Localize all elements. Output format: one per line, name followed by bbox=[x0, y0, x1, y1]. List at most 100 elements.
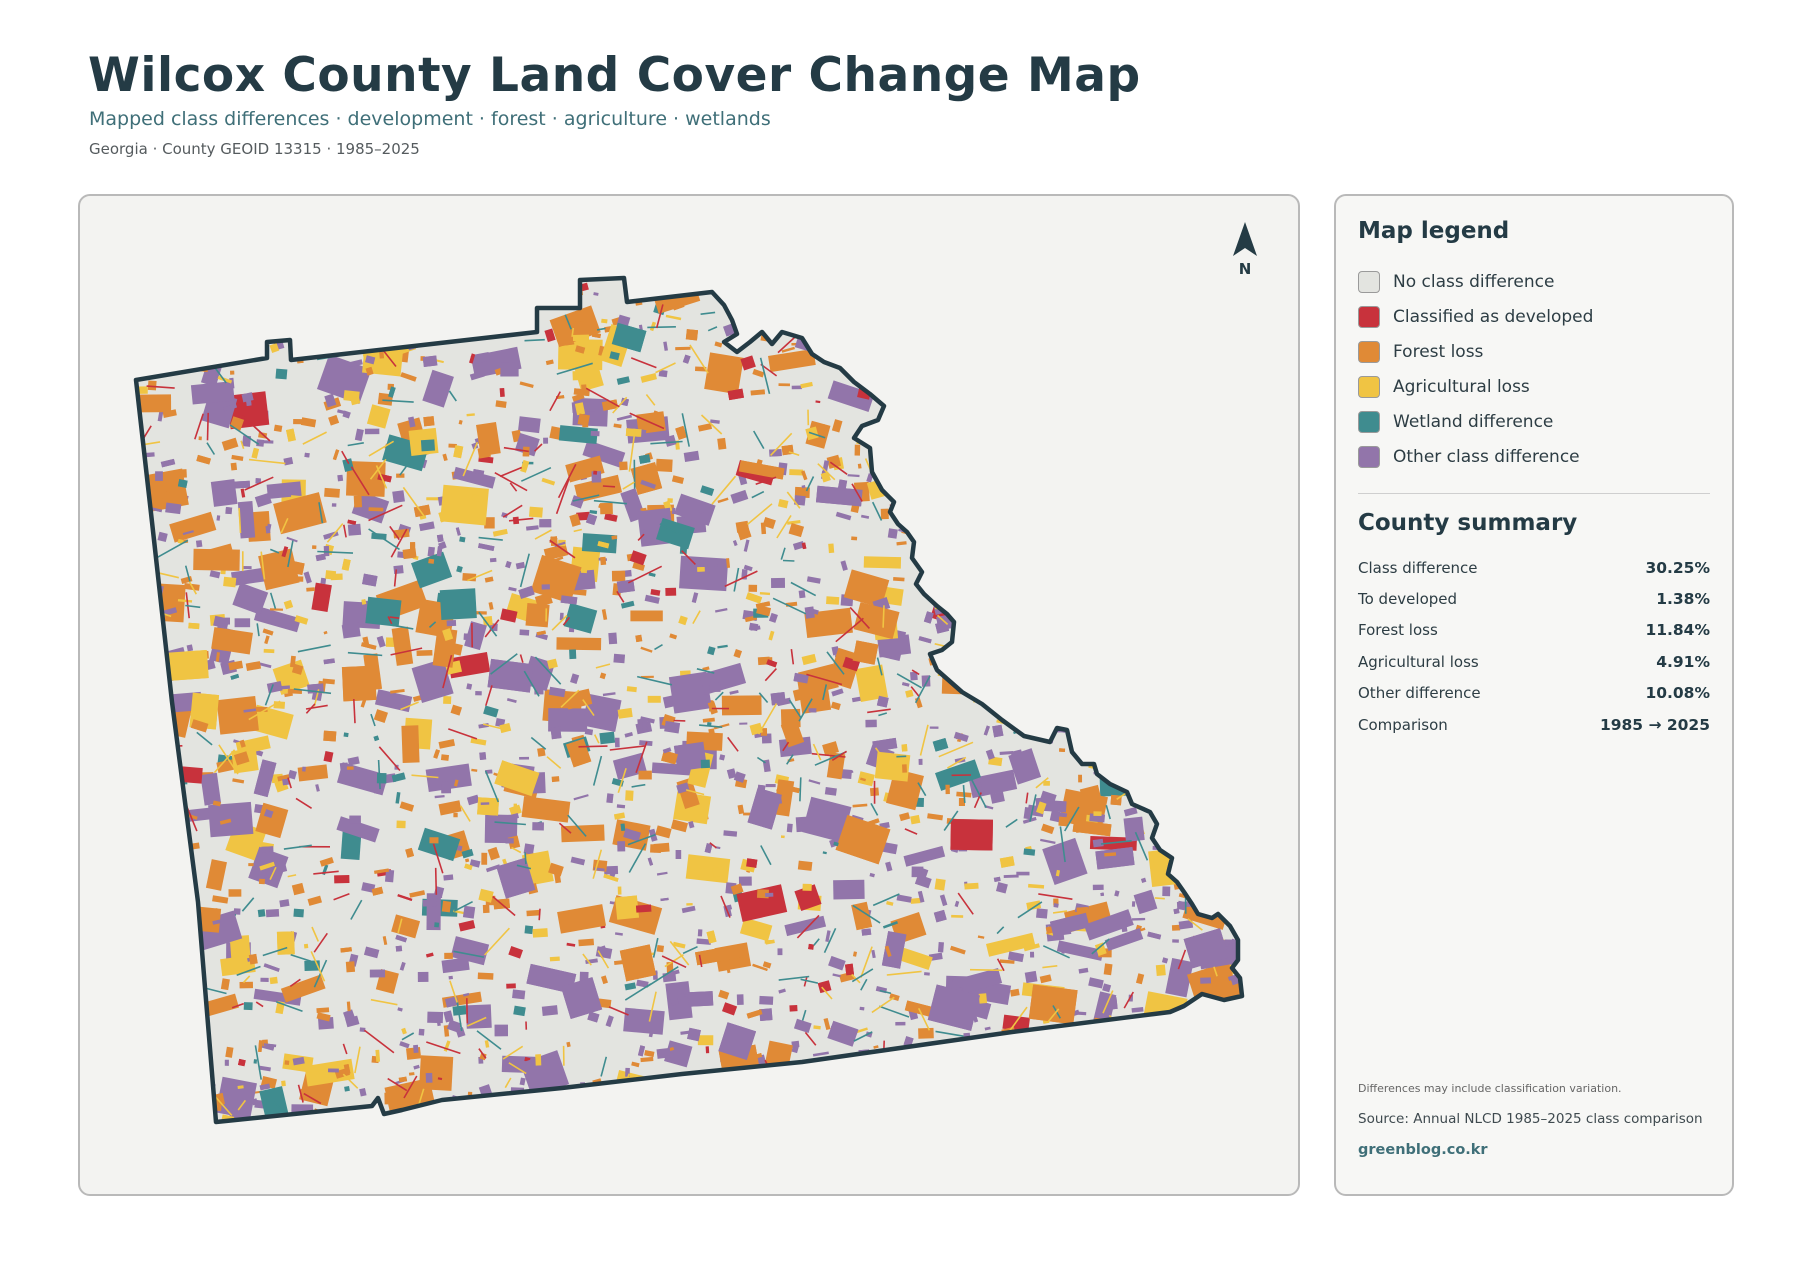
change-patch bbox=[401, 725, 420, 763]
change-patch bbox=[601, 975, 608, 985]
change-patch bbox=[901, 764, 907, 773]
change-patch bbox=[629, 550, 647, 566]
change-patch bbox=[981, 429, 991, 436]
change-patch bbox=[1093, 811, 1102, 817]
linear-change-feature bbox=[287, 540, 294, 568]
change-patch bbox=[179, 282, 196, 296]
summary-title: County summary bbox=[1358, 510, 1578, 536]
change-patch bbox=[328, 1068, 339, 1073]
change-patch bbox=[1198, 558, 1215, 563]
change-patch bbox=[1040, 838, 1056, 844]
linear-change-feature bbox=[654, 644, 663, 651]
change-patch bbox=[928, 430, 936, 437]
change-patch bbox=[825, 930, 831, 943]
change-patch bbox=[464, 621, 487, 651]
change-patch bbox=[1018, 665, 1025, 677]
change-patch bbox=[302, 766, 306, 772]
change-patch bbox=[570, 856, 586, 866]
change-patch bbox=[1024, 970, 1038, 984]
change-patch bbox=[1218, 665, 1228, 671]
change-patch bbox=[1162, 295, 1177, 304]
linear-change-feature bbox=[776, 514, 792, 539]
change-patch bbox=[831, 1059, 837, 1067]
legend-label: Wetland difference bbox=[1393, 411, 1554, 432]
linear-change-feature bbox=[368, 440, 395, 457]
change-patch bbox=[831, 1104, 840, 1116]
change-patch bbox=[827, 380, 875, 412]
county-map[interactable] bbox=[80, 196, 1300, 1196]
change-patch bbox=[896, 894, 912, 903]
change-patch bbox=[1142, 1049, 1156, 1055]
change-patch bbox=[347, 756, 360, 766]
change-patch bbox=[856, 346, 864, 352]
change-patch bbox=[697, 567, 705, 572]
change-patch bbox=[228, 889, 242, 897]
change-patch bbox=[361, 882, 376, 893]
linear-change-feature bbox=[305, 704, 328, 710]
change-patch bbox=[901, 382, 915, 392]
change-patch bbox=[1164, 346, 1171, 353]
change-patch bbox=[1092, 838, 1104, 848]
change-patch bbox=[747, 288, 755, 298]
change-patch bbox=[408, 1072, 415, 1076]
change-patch bbox=[827, 1020, 859, 1047]
change-patch bbox=[595, 1086, 643, 1122]
change-patch bbox=[801, 470, 808, 481]
change-patch bbox=[410, 542, 416, 553]
linear-change-feature bbox=[879, 989, 892, 995]
change-patch bbox=[341, 665, 377, 702]
change-patch bbox=[337, 409, 346, 415]
linear-change-feature bbox=[647, 326, 676, 329]
change-patch bbox=[1075, 547, 1091, 558]
change-patch bbox=[210, 478, 238, 507]
change-patch bbox=[322, 678, 335, 685]
change-patch bbox=[142, 542, 150, 554]
change-patch bbox=[399, 1041, 410, 1049]
change-patch bbox=[353, 495, 363, 508]
change-patch bbox=[784, 915, 827, 937]
change-patch bbox=[1189, 1006, 1239, 1031]
change-patch bbox=[290, 655, 296, 668]
change-patch bbox=[1049, 1100, 1055, 1106]
change-patch bbox=[1228, 881, 1236, 890]
change-patch bbox=[961, 329, 995, 343]
linear-change-feature bbox=[478, 1048, 487, 1059]
change-patch bbox=[706, 722, 712, 727]
linear-change-feature bbox=[477, 293, 500, 314]
linear-change-feature bbox=[1102, 990, 1114, 1014]
site-link[interactable]: greenblog.co.kr bbox=[1358, 1142, 1488, 1158]
change-patch bbox=[849, 1064, 864, 1076]
change-patch bbox=[974, 530, 1000, 556]
change-patch bbox=[733, 649, 743, 659]
linear-change-feature bbox=[919, 724, 929, 756]
change-patch bbox=[478, 888, 494, 903]
change-patch bbox=[1098, 416, 1134, 453]
change-patch bbox=[225, 506, 233, 515]
linear-change-feature bbox=[980, 480, 997, 486]
change-patch bbox=[1220, 1013, 1226, 1024]
map-panel[interactable] bbox=[78, 194, 1300, 1196]
linear-change-feature bbox=[1077, 1034, 1084, 1053]
change-patch bbox=[1059, 748, 1066, 752]
change-patch bbox=[507, 1110, 524, 1119]
legend-item: Classified as developed bbox=[1358, 299, 1718, 334]
change-patch bbox=[1022, 1037, 1028, 1043]
change-patch bbox=[571, 393, 585, 402]
change-patch bbox=[320, 577, 327, 585]
change-patch bbox=[285, 428, 296, 442]
change-patch bbox=[990, 389, 1004, 398]
change-patch bbox=[1111, 388, 1118, 395]
change-patch bbox=[1112, 729, 1121, 743]
linear-change-feature bbox=[519, 292, 534, 296]
change-patch bbox=[519, 381, 534, 388]
change-patch bbox=[1049, 472, 1085, 515]
change-patch bbox=[453, 1106, 468, 1119]
change-patch bbox=[469, 859, 481, 868]
change-patch bbox=[1192, 1030, 1202, 1038]
change-patch bbox=[1095, 349, 1113, 363]
summary-table: Class difference 30.25% To developed 1.38% F… bbox=[1358, 552, 1710, 740]
change-patch bbox=[1219, 1100, 1224, 1113]
linear-change-feature bbox=[1123, 991, 1134, 1009]
change-patch bbox=[757, 784, 766, 792]
linear-change-feature bbox=[558, 822, 572, 834]
